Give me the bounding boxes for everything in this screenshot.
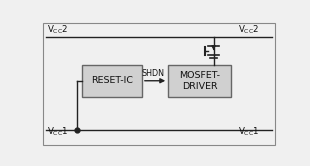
Text: $\mathregular{V_{CC}}$2: $\mathregular{V_{CC}}$2	[238, 24, 259, 36]
Text: $\mathregular{V_{CC}}$1: $\mathregular{V_{CC}}$1	[238, 125, 259, 138]
Bar	[168, 65, 231, 97]
Text: MOSFET-
DRIVER: MOSFET- DRIVER	[179, 71, 220, 91]
Bar	[82, 65, 142, 97]
Text: SHDN: SHDN	[142, 69, 165, 79]
Text: RESET-IC: RESET-IC	[91, 76, 133, 85]
Text: $\mathregular{V_{CC}}$1: $\mathregular{V_{CC}}$1	[47, 125, 69, 138]
Text: $\mathregular{V_{CC}}$2: $\mathregular{V_{CC}}$2	[47, 24, 69, 36]
